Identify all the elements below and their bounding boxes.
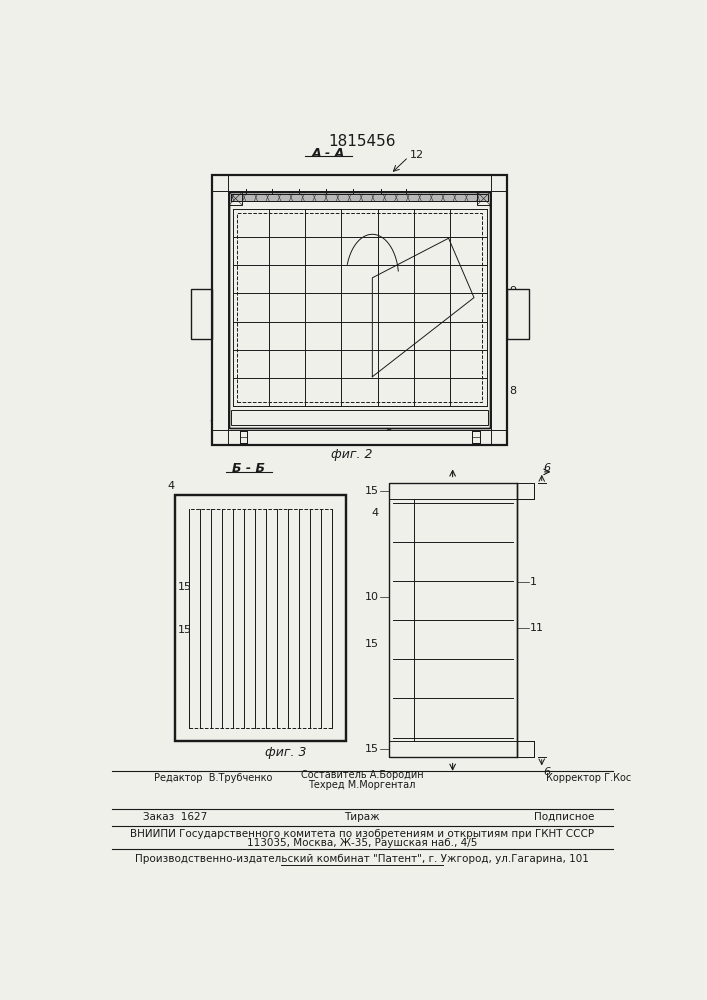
Text: 7: 7 (221, 174, 228, 184)
Bar (191, 289, 212, 339)
Bar (517, 483, 534, 499)
Bar (491, 175, 507, 445)
Bar (189, 509, 332, 728)
Bar (175, 495, 346, 741)
Text: Тираж: Тираж (344, 812, 380, 822)
Text: 9: 9 (199, 294, 206, 304)
Bar (472, 431, 480, 443)
Bar (517, 741, 534, 757)
Bar (240, 431, 247, 443)
Bar (517, 741, 534, 757)
Text: 15: 15 (177, 582, 192, 592)
Bar (212, 175, 228, 445)
Text: 6: 6 (543, 463, 551, 473)
Text: 8: 8 (209, 415, 216, 425)
Text: A - A: A - A (312, 147, 345, 160)
Text: 15: 15 (365, 486, 379, 496)
Bar (212, 175, 507, 191)
Text: 12: 12 (410, 150, 424, 160)
Text: Корректор Г.Кос: Корректор Г.Кос (546, 773, 631, 783)
Text: Заказ  1627: Заказ 1627 (143, 812, 207, 822)
Text: 15: 15 (177, 625, 192, 635)
Text: Производственно-издательский комбинат "Патент", г. Ужгород, ул.Гагарина, 101: Производственно-издательский комбинат "П… (135, 854, 589, 864)
Bar (237, 213, 482, 402)
Bar (212, 175, 507, 191)
Bar (175, 495, 346, 741)
Bar (507, 289, 529, 339)
Bar (517, 483, 534, 499)
Text: 5: 5 (302, 174, 309, 184)
Text: 11: 11 (530, 623, 544, 633)
Text: 15: 15 (365, 744, 379, 754)
Text: 4: 4 (252, 346, 259, 356)
Bar (212, 430, 507, 445)
Bar (191, 289, 212, 339)
Bar (230, 192, 490, 428)
Text: 1: 1 (530, 577, 537, 587)
Bar (507, 289, 529, 339)
Bar (212, 430, 507, 445)
Bar (389, 483, 517, 757)
Text: 9: 9 (510, 286, 517, 296)
Text: 6: 6 (500, 184, 506, 194)
Text: 6: 6 (543, 767, 551, 777)
Text: 3: 3 (385, 429, 392, 439)
Bar (230, 192, 242, 205)
Bar (191, 289, 212, 339)
Text: 7: 7 (499, 174, 506, 184)
Bar (517, 741, 534, 757)
Bar (212, 175, 228, 445)
Bar (477, 192, 490, 205)
Bar (389, 741, 517, 757)
Text: Редактор  В.Трубченко: Редактор В.Трубченко (154, 773, 273, 783)
Text: Составитель А.Бородин: Составитель А.Бородин (300, 770, 423, 780)
Text: Техред М.Моргентал: Техред М.Моргентал (308, 780, 416, 790)
Bar (230, 192, 490, 428)
Bar (491, 175, 507, 445)
Text: 15: 15 (365, 639, 379, 649)
Text: 6: 6 (221, 184, 228, 194)
Bar (212, 175, 507, 191)
Text: 1: 1 (510, 319, 517, 329)
Bar (491, 175, 507, 445)
Text: 4: 4 (372, 508, 379, 518)
Text: 5: 5 (275, 277, 282, 287)
Text: ВНИИПИ Государственного комитета по изобретениям и открытиям при ГКНТ СССР: ВНИИПИ Государственного комитета по изоб… (130, 829, 594, 839)
Text: 11: 11 (414, 359, 428, 369)
Bar (389, 483, 517, 499)
Text: 4: 4 (168, 481, 175, 491)
Text: Б - Б: Б - Б (233, 462, 265, 475)
Bar (231, 194, 489, 201)
Text: 10: 10 (365, 592, 379, 602)
Bar (212, 175, 507, 445)
Bar (389, 483, 517, 499)
Bar (517, 483, 534, 499)
Bar (212, 175, 228, 445)
Text: 113035, Москва, Ж-35, Раушская наб., 4/5: 113035, Москва, Ж-35, Раушская наб., 4/5 (247, 838, 477, 848)
Text: фиг. 2: фиг. 2 (331, 448, 373, 461)
Text: 1815456: 1815456 (328, 134, 396, 149)
Text: 8: 8 (510, 386, 517, 396)
Bar (231, 410, 489, 425)
Bar (389, 483, 517, 757)
Bar (212, 430, 507, 445)
Bar (507, 289, 529, 339)
Text: Подписное: Подписное (534, 812, 595, 822)
Bar (231, 194, 489, 201)
Bar (507, 289, 529, 339)
Bar (389, 741, 517, 757)
Bar (389, 741, 517, 757)
Bar (389, 483, 517, 499)
Bar (240, 431, 247, 443)
Bar (191, 289, 212, 339)
Bar (212, 175, 507, 445)
Bar (472, 431, 480, 443)
Text: фиг. 3: фиг. 3 (265, 746, 307, 759)
